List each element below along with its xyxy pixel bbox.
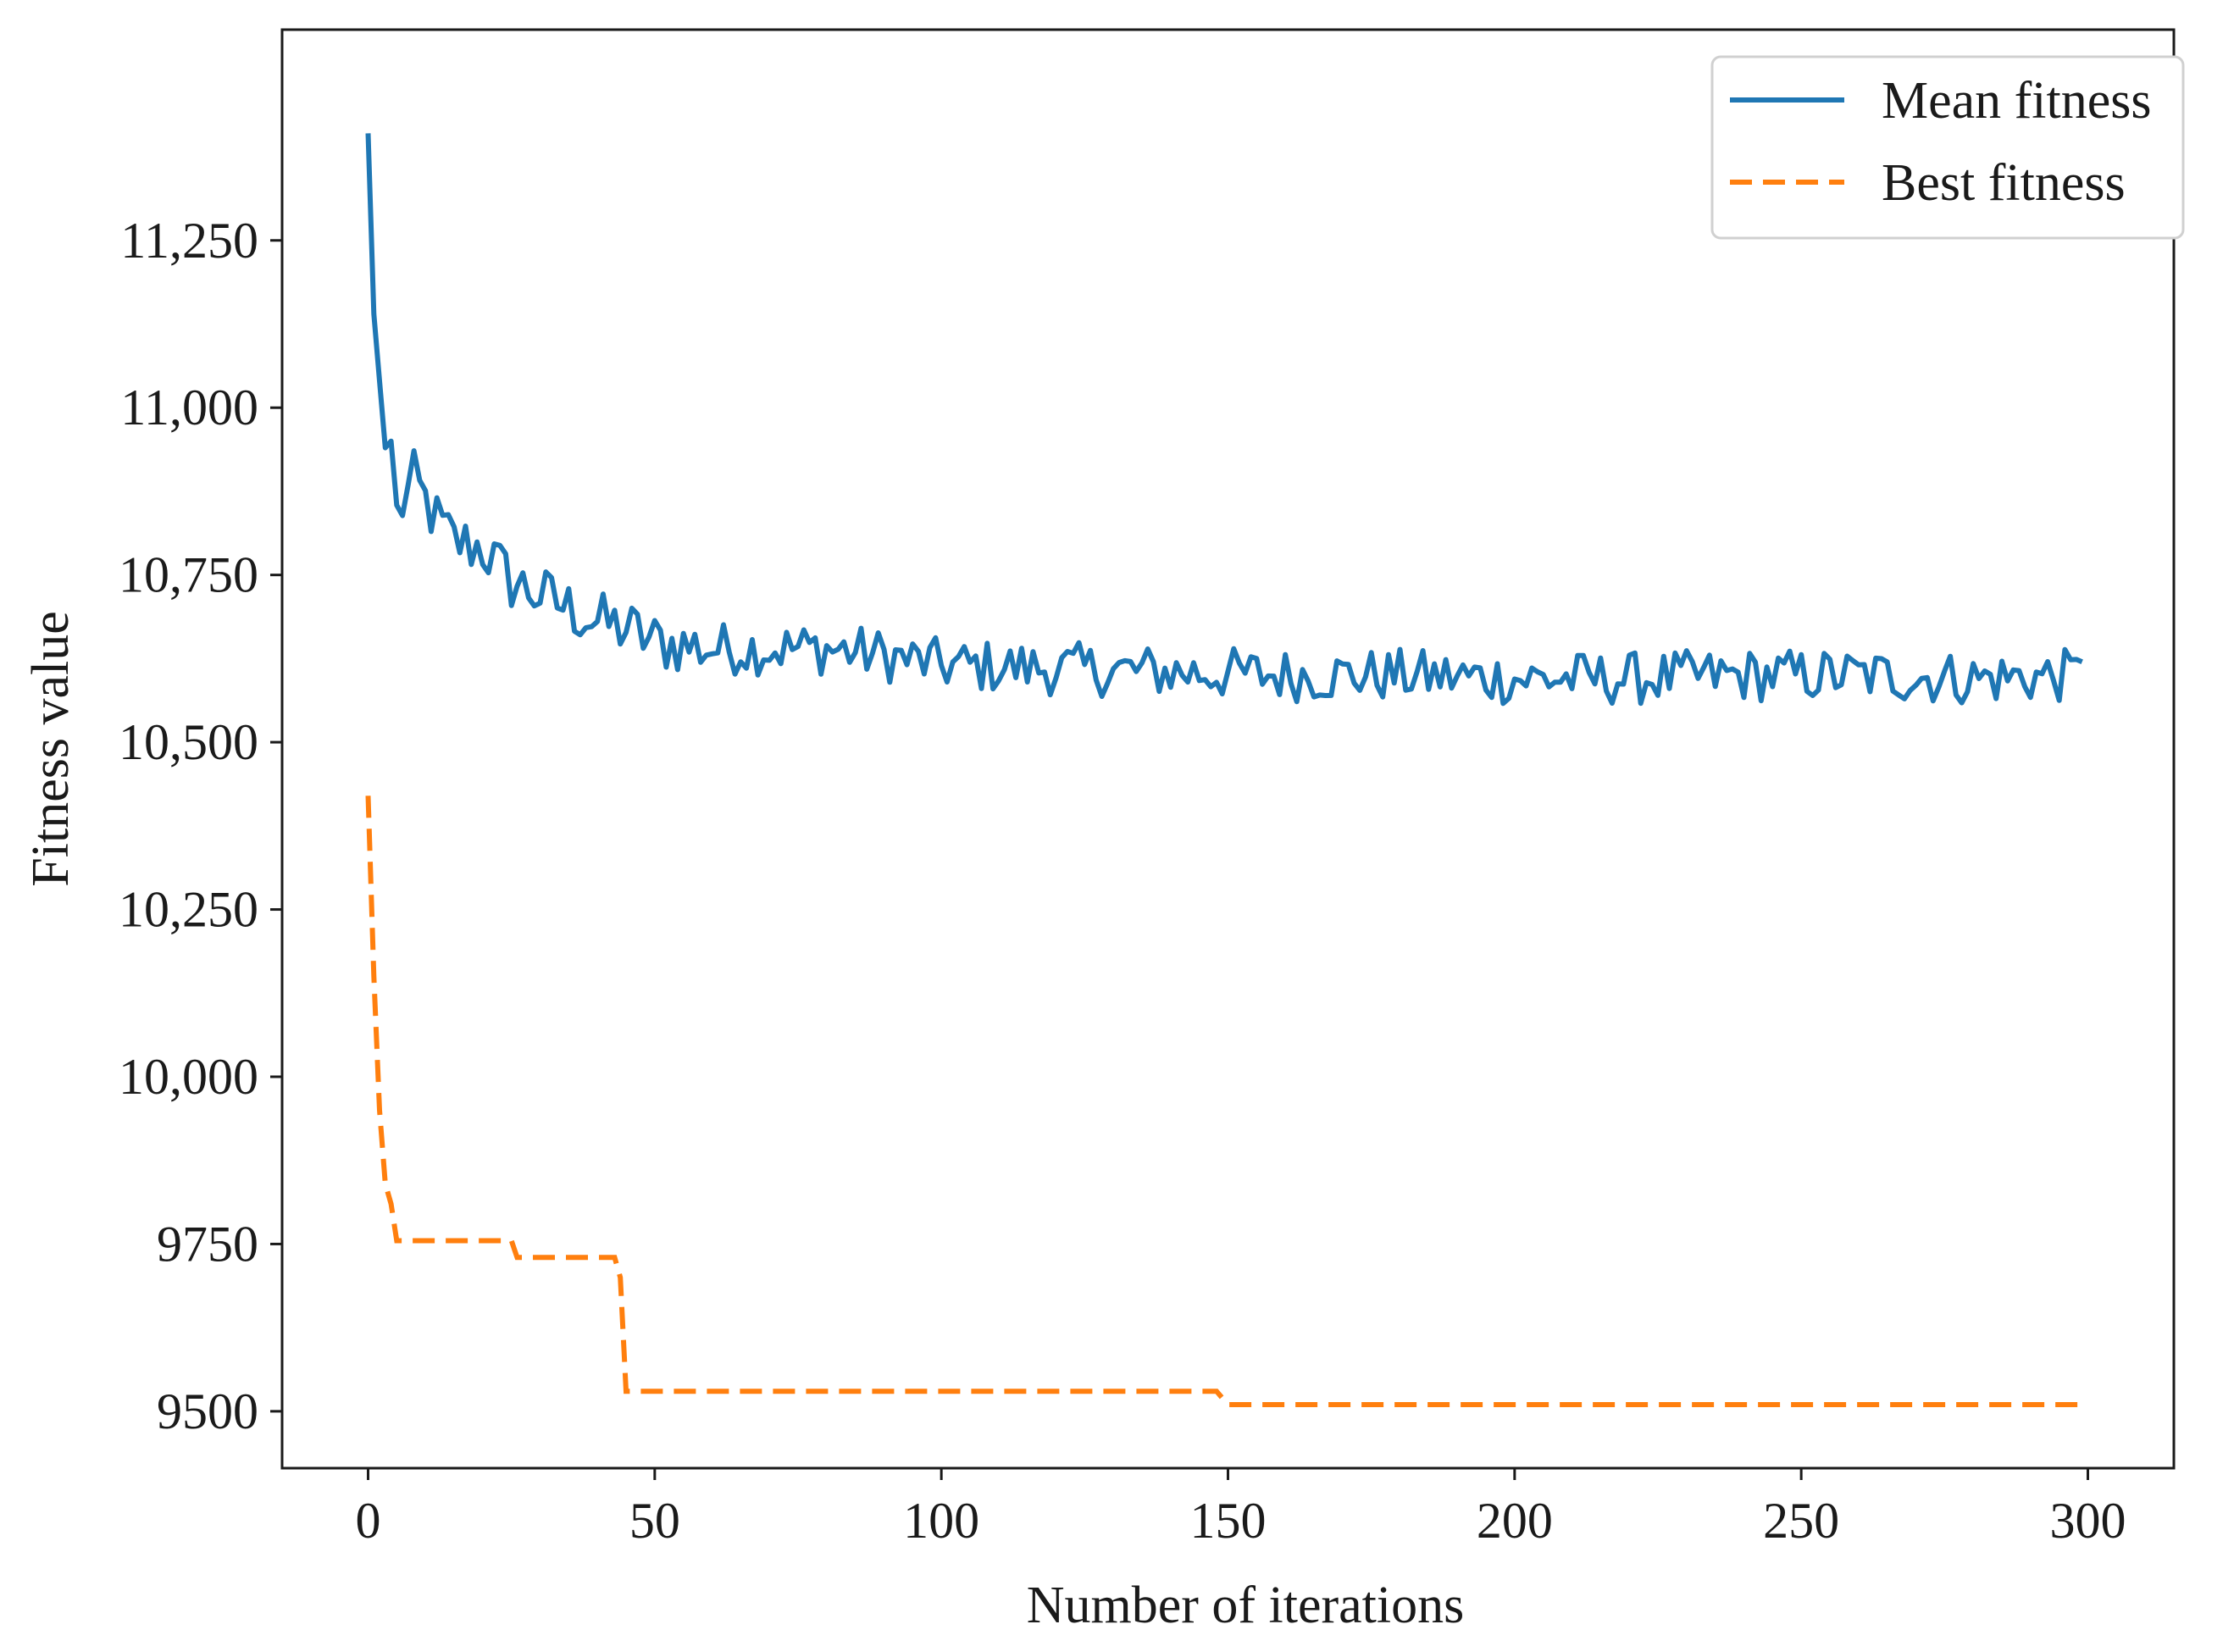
legend-mean-label: Mean fitness — [1882, 72, 2152, 130]
x-tick-label: 250 — [1763, 1493, 1839, 1549]
x-tick-label: 200 — [1477, 1493, 1553, 1549]
x-tick-label: 50 — [629, 1493, 680, 1549]
y-tick-label: 9500 — [157, 1383, 258, 1439]
x-tick-label: 300 — [2050, 1493, 2126, 1549]
legend: Mean fitness Best fitness — [1710, 55, 2185, 240]
mean-fitness-line — [365, 133, 2083, 707]
y-tick-label: 10,500 — [119, 714, 258, 770]
y-tick-label: 11,250 — [120, 213, 258, 269]
y-tick-label: 10,250 — [119, 882, 258, 938]
series-layer — [365, 133, 2083, 1407]
y-tick-label: 10,000 — [119, 1049, 258, 1105]
x-axis-ticks: 0 50 100 150 200 250 300 — [356, 1468, 2126, 1549]
plot-area-frame — [280, 28, 2176, 1470]
x-tick-label: 100 — [903, 1493, 979, 1549]
y-tick-label: 9750 — [157, 1216, 258, 1272]
best-fitness-line — [365, 796, 2082, 1407]
x-axis-label: Number of iterations — [1027, 1577, 1465, 1634]
y-tick-label: 11,000 — [120, 380, 258, 435]
x-tick-label: 0 — [356, 1493, 381, 1549]
x-tick-label: 150 — [1190, 1493, 1267, 1549]
legend-best-label: Best fitness — [1882, 154, 2126, 212]
y-axis-ticks: 9500 9750 10,000 10,250 10,500 10,750 11,000 11… — [119, 213, 282, 1439]
y-tick-label: 10,750 — [119, 547, 258, 603]
y-axis-label: Fitness value — [22, 611, 80, 886]
